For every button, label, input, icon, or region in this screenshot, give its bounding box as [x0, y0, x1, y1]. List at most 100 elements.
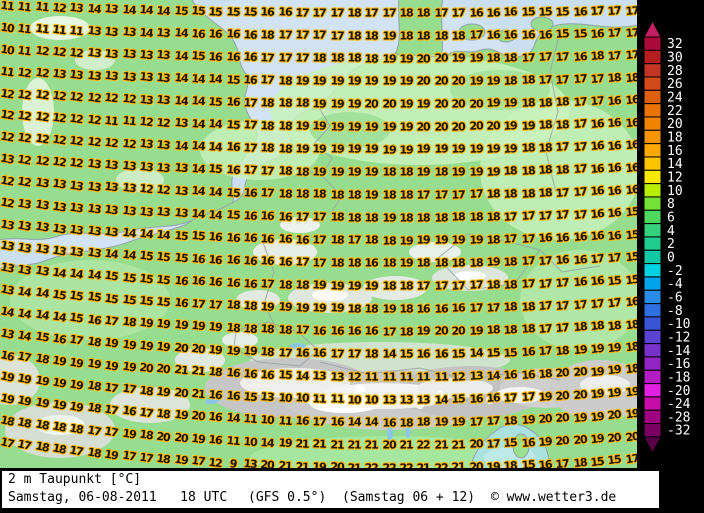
dewpoint-value: 15	[156, 272, 171, 287]
colorbar-swatch	[643, 276, 662, 291]
dewpoint-value: 13	[416, 393, 430, 407]
colorbar-label: 18	[667, 130, 683, 145]
dewpoint-value: 16	[330, 415, 344, 429]
dewpoint-value: 20	[555, 388, 570, 403]
colorbar-label: 0	[667, 250, 675, 265]
dewpoint-value: 11	[17, 0, 32, 15]
dewpoint-value: 19	[451, 233, 465, 247]
dewpoint-value: 16	[537, 231, 552, 246]
colorbar-label: -28	[667, 410, 690, 425]
dewpoint-value: 19	[382, 142, 396, 157]
dewpoint-value: 12	[16, 152, 32, 168]
dewpoint-value: 19	[347, 142, 361, 156]
dewpoint-value: 16	[572, 49, 587, 64]
dewpoint-value: 16	[589, 229, 604, 244]
dewpoint-value: 18	[330, 256, 344, 270]
dewpoint-value: 14	[121, 225, 136, 241]
dewpoint-value: 17	[572, 207, 587, 222]
dewpoint-value: 18	[121, 314, 136, 330]
dewpoint-value: 19	[173, 452, 188, 468]
colorbar-label: -12	[667, 330, 690, 345]
dewpoint-value: 13	[68, 244, 84, 260]
dewpoint-value: 17	[277, 28, 292, 42]
colorbar-swatch	[643, 369, 662, 385]
dewpoint-value: 18	[242, 321, 257, 336]
dewpoint-value: 14	[468, 346, 483, 361]
dewpoint-value: 13	[0, 260, 15, 276]
dewpoint-value: 12	[0, 129, 15, 145]
dewpoint-value: 17	[486, 300, 500, 315]
dewpoint-value: 17	[520, 231, 535, 246]
dewpoint-value: 19	[486, 96, 500, 111]
dewpoint-value: 16	[208, 229, 223, 245]
dewpoint-value: 14	[34, 307, 50, 323]
dewpoint-value: 17	[347, 347, 361, 361]
dewpoint-value: 18	[607, 71, 622, 86]
dewpoint-value: 15	[572, 27, 587, 42]
dewpoint-value: 14	[190, 116, 205, 131]
dewpoint-value: 13	[138, 137, 153, 152]
dewpoint-value: 16	[624, 182, 637, 198]
dewpoint-value: 11	[69, 23, 84, 38]
dewpoint-value: 13	[156, 93, 171, 108]
dewpoint-value: 11	[34, 22, 49, 37]
dewpoint-value: 20	[416, 51, 430, 66]
dewpoint-value: 21	[329, 437, 344, 452]
dewpoint-value: 19	[382, 120, 396, 134]
colorbar-swatch	[643, 103, 662, 118]
dewpoint-value: 12	[451, 369, 465, 384]
dewpoint-value: 16	[347, 324, 361, 338]
dewpoint-value: 19	[295, 300, 309, 315]
dewpoint-value: 18	[520, 96, 535, 110]
dewpoint-value: 13	[34, 263, 50, 279]
dewpoint-value: 11	[382, 370, 396, 384]
dewpoint-value: 19	[68, 354, 84, 371]
dewpoint-value: 18	[51, 419, 67, 435]
dewpoint-value: 13	[173, 161, 188, 176]
dewpoint-value: 13	[103, 180, 119, 195]
dewpoint-value: 14	[434, 392, 448, 407]
dewpoint-value: 17	[295, 210, 309, 224]
dewpoint-value: 16	[486, 391, 500, 406]
dewpoint-value: 22	[364, 461, 378, 468]
dewpoint-value: 16	[520, 367, 535, 382]
dewpoint-value: 18	[537, 367, 552, 381]
dewpoint-value: 17	[572, 72, 587, 87]
dewpoint-value: 17	[624, 451, 637, 467]
dewpoint-value: 17	[434, 279, 448, 293]
dewpoint-value: 19	[364, 188, 378, 202]
dewpoint-value: 19	[589, 386, 605, 402]
dewpoint-value: 14	[156, 3, 171, 18]
dewpoint-value: 16	[243, 208, 257, 223]
dewpoint-value: 13	[121, 24, 136, 40]
dewpoint-value: 14	[173, 71, 188, 86]
dewpoint-value: 18	[538, 118, 552, 133]
dewpoint-value: 18	[86, 378, 102, 394]
dewpoint-value: 15	[138, 248, 154, 264]
dewpoint-value: 19	[68, 377, 84, 393]
dewpoint-value: 19	[16, 393, 33, 410]
dewpoint-value: 17	[624, 48, 637, 63]
dewpoint-value: 18	[434, 29, 448, 43]
dewpoint-value: 19	[277, 300, 292, 315]
dewpoint-value: 14	[138, 25, 153, 40]
dewpoint-value: 16	[312, 323, 327, 338]
dewpoint-value: 19	[312, 96, 326, 111]
dewpoint-value: 18	[399, 415, 413, 430]
dewpoint-value: 16	[51, 331, 67, 347]
dewpoint-value: 19	[103, 446, 119, 463]
dewpoint-value: 13	[103, 24, 119, 39]
dewpoint-value: 16	[243, 73, 257, 87]
dewpoint-value: 16	[208, 410, 223, 425]
dewpoint-value: 19	[589, 341, 605, 357]
dewpoint-value: 16	[277, 254, 292, 269]
dewpoint-value: 10	[277, 390, 292, 405]
dewpoint-value: 19	[312, 164, 326, 179]
dewpoint-value: 11	[225, 433, 240, 448]
dewpoint-value: 14	[190, 206, 205, 221]
dewpoint-value: 20	[555, 411, 570, 426]
dewpoint-value: 12	[121, 91, 136, 107]
dewpoint-value: 18	[538, 163, 552, 178]
dewpoint-value: 18	[312, 187, 326, 202]
dewpoint-value: 14	[103, 246, 119, 262]
